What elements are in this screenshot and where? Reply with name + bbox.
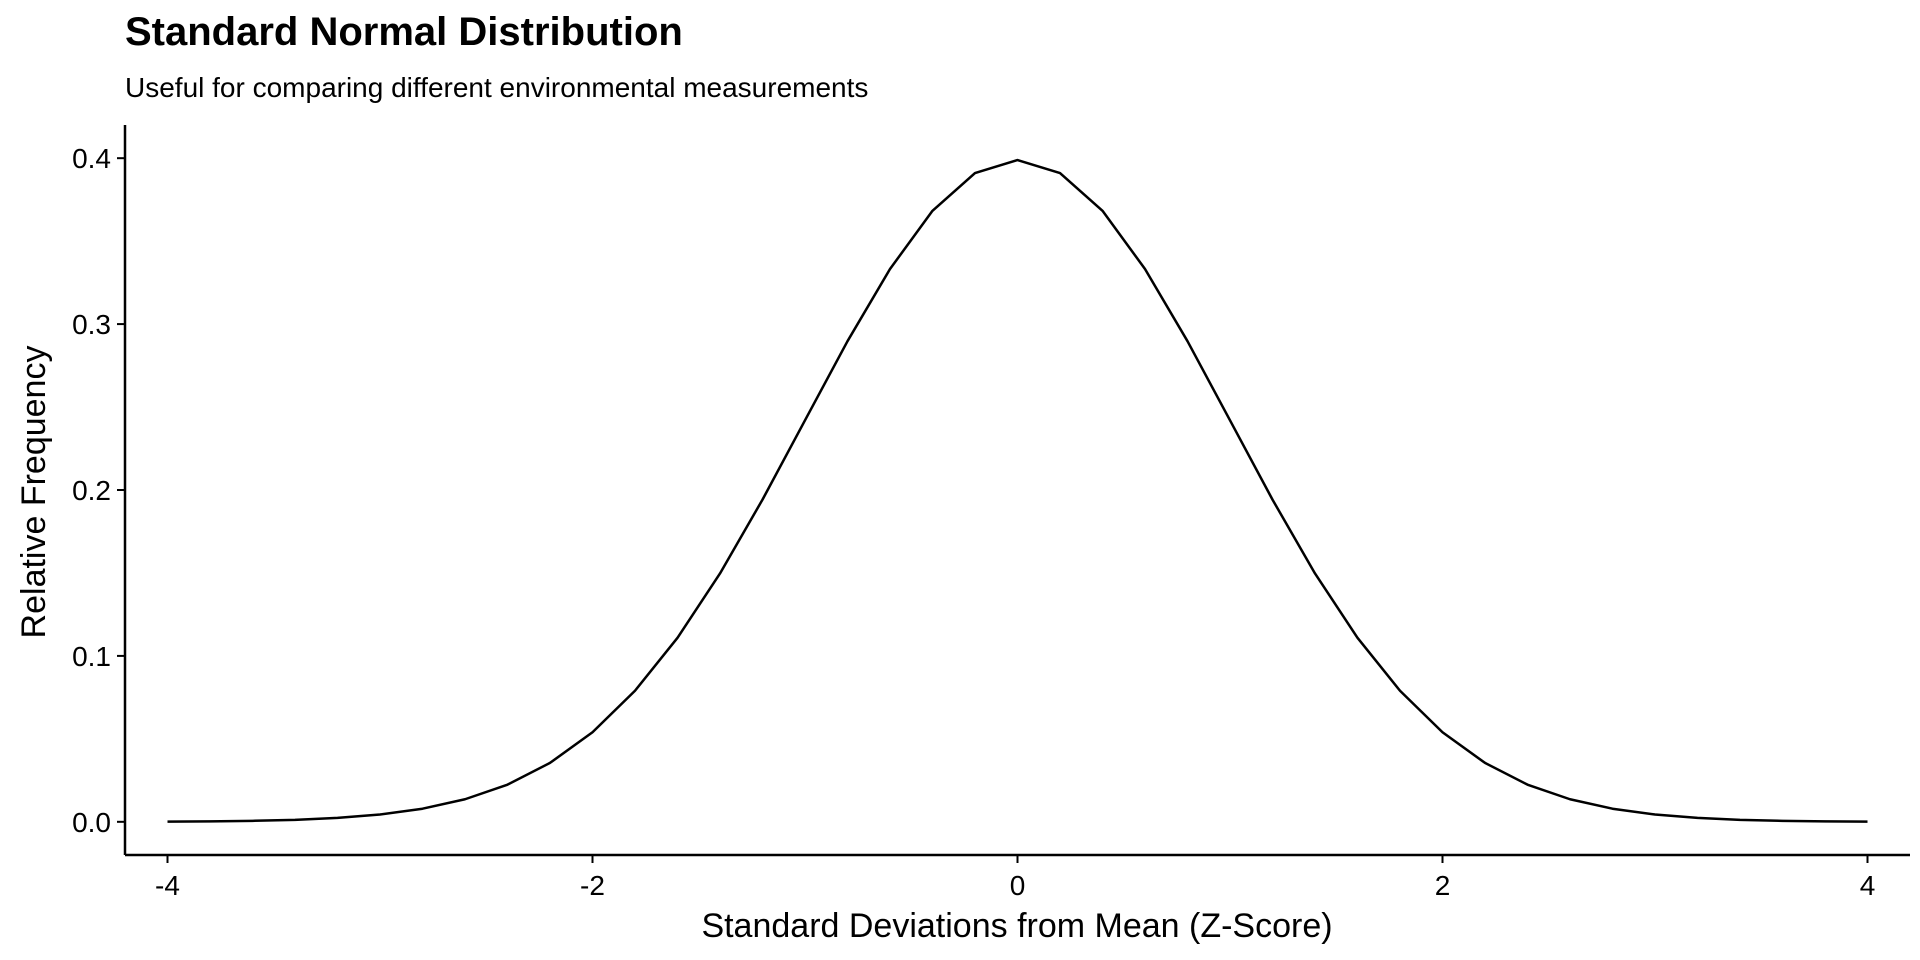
- x-axis: -4 -2 0 2 4: [125, 853, 1910, 901]
- x-tick-label: -2: [580, 870, 605, 901]
- y-tick-label: 0.1: [72, 641, 111, 672]
- x-tick-label: -4: [155, 870, 180, 901]
- plot-area: [167, 158, 1868, 823]
- x-axis-label: Standard Deviations from Mean (Z-Score): [701, 907, 1332, 945]
- y-tick-label: 0.2: [72, 475, 111, 506]
- y-axis: 0.0 0.1 0.2 0.3 0.4: [72, 125, 127, 855]
- series-line: [167, 158, 1868, 823]
- chart-title: Standard Normal Distribution: [125, 10, 683, 54]
- y-tick-label: 0.0: [72, 807, 111, 838]
- y-tick-label: 0.4: [72, 143, 111, 174]
- chart-subtitle: Useful for comparing different environme…: [125, 72, 869, 103]
- x-tick-label: 4: [1860, 870, 1876, 901]
- y-axis-label: Relative Frequency: [15, 346, 53, 639]
- x-tick-label: 0: [1010, 870, 1026, 901]
- x-tick-label: 2: [1435, 870, 1451, 901]
- y-tick-label: 0.3: [72, 309, 111, 340]
